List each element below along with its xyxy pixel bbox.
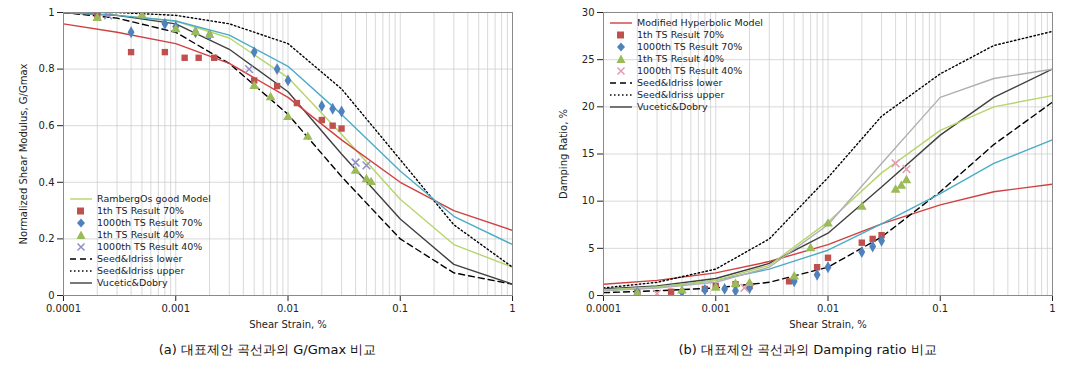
svg-text:0: 0 bbox=[588, 290, 594, 301]
svg-text:Shear Strain, %: Shear Strain, % bbox=[249, 319, 327, 330]
html-text:Seed&Idriss upper: Seed&Idriss upper bbox=[637, 89, 725, 100]
svg-text:1: 1 bbox=[509, 303, 515, 314]
html-text:1th TS Result 70%: 1th TS Result 70% bbox=[637, 29, 725, 40]
svg-text:Normalized Shear Modulus, G/Gm: Normalized Shear Modulus, G/Gmax bbox=[18, 63, 29, 244]
svg-text:30: 30 bbox=[582, 7, 595, 18]
html-text:(a) 대표제안 곡선과의 G/Gmax 비교: (a) 대표제안 곡선과의 G/Gmax 비교 bbox=[158, 342, 377, 357]
svg-text:20: 20 bbox=[582, 101, 595, 112]
html-text:1000th TS Result 40%: 1000th TS Result 40% bbox=[97, 241, 203, 252]
html-text:1th TS Result 40%: 1th TS Result 40% bbox=[97, 229, 185, 240]
svg-text:0.6: 0.6 bbox=[39, 120, 55, 131]
html-text:Vucetic&Dobry: Vucetic&Dobry bbox=[637, 101, 708, 112]
svg-text:0.01: 0.01 bbox=[277, 303, 299, 314]
svg-text:0: 0 bbox=[48, 290, 54, 301]
svg-text:0.0001: 0.0001 bbox=[586, 303, 621, 314]
svg-text:1: 1 bbox=[48, 7, 54, 18]
html-text:1000th TS Result 40%: 1000th TS Result 40% bbox=[637, 65, 743, 76]
svg-text:15: 15 bbox=[582, 148, 595, 159]
svg-text:5: 5 bbox=[588, 243, 594, 254]
html-text:Modified Hyperbolic Model: Modified Hyperbolic Model bbox=[637, 17, 763, 28]
svg-text:25: 25 bbox=[582, 54, 595, 65]
html-text:(b) 대표제안 곡선과의 Damping ratio 비교: (b) 대표제안 곡선과의 Damping ratio 비교 bbox=[678, 342, 937, 357]
html-text:1000th TS Result 70%: 1000th TS Result 70% bbox=[97, 217, 203, 228]
svg-text:0.1: 0.1 bbox=[932, 303, 948, 314]
svg-text:0.001: 0.001 bbox=[701, 303, 730, 314]
html-text:1th TS Result 70%: 1th TS Result 70% bbox=[97, 205, 185, 216]
svg-text:Shear Strain, %: Shear Strain, % bbox=[789, 319, 867, 330]
svg-text:Damping Ratio, %: Damping Ratio, % bbox=[558, 109, 569, 199]
svg-text:10: 10 bbox=[582, 195, 595, 206]
html-text:1th TS Result 40%: 1th TS Result 40% bbox=[637, 53, 725, 64]
svg-text:0.0001: 0.0001 bbox=[46, 303, 81, 314]
svg-text:0.01: 0.01 bbox=[817, 303, 839, 314]
html-text:Seed&Idriss lower: Seed&Idriss lower bbox=[637, 77, 723, 88]
svg-text:0.4: 0.4 bbox=[39, 177, 55, 188]
html-text:Seed&Idriss lower: Seed&Idriss lower bbox=[97, 253, 183, 264]
html-text:Seed&Idriss upper: Seed&Idriss upper bbox=[97, 265, 185, 276]
svg-text:0.2: 0.2 bbox=[39, 233, 55, 244]
svg-text:0.001: 0.001 bbox=[161, 303, 190, 314]
svg-text:0.1: 0.1 bbox=[392, 303, 408, 314]
html-text:1000th TS Result 70%: 1000th TS Result 70% bbox=[637, 41, 743, 52]
html-text:RambergOs good Model: RambergOs good Model bbox=[97, 193, 211, 204]
html-text:Vucetic&Dobry: Vucetic&Dobry bbox=[97, 277, 168, 288]
svg-text:1: 1 bbox=[1049, 303, 1055, 314]
svg-text:0.8: 0.8 bbox=[39, 63, 55, 74]
